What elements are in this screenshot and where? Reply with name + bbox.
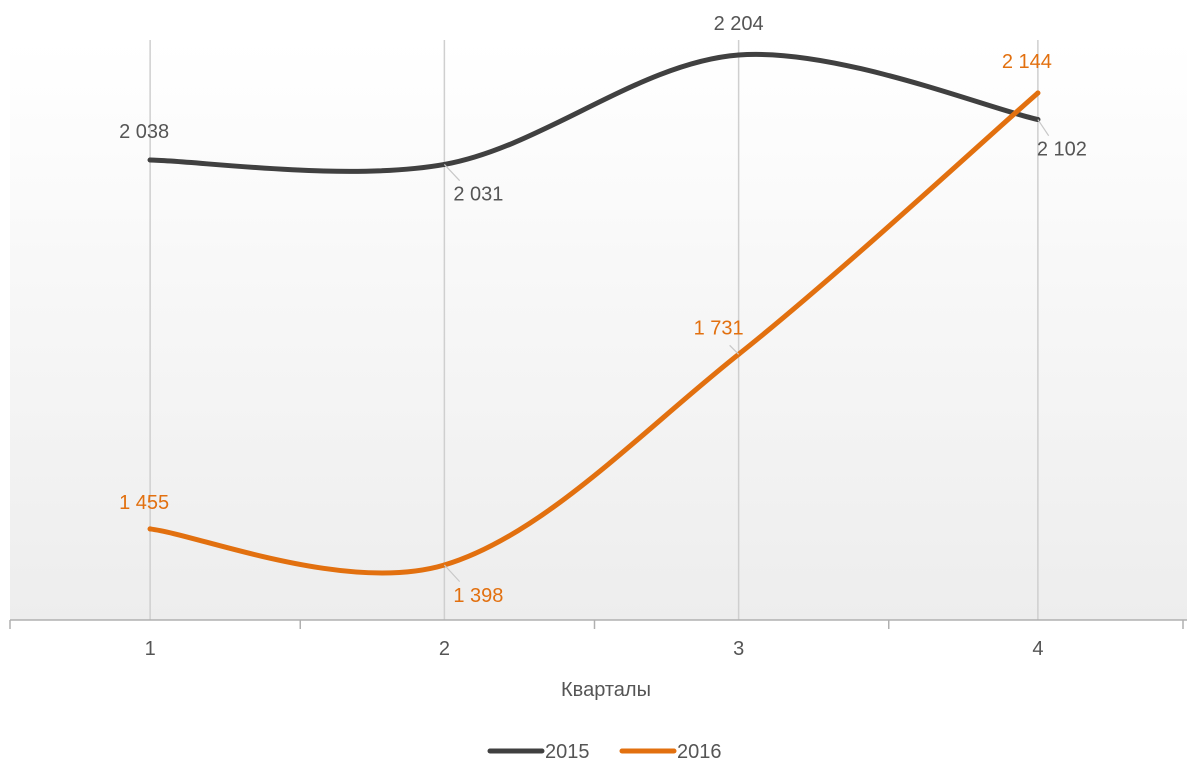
data-labels: 2 038 2 031 2 204 2 102 1 455 1 398 1 731 2 144 xyxy=(119,13,1087,607)
legend: 2015 2016 xyxy=(487,741,722,763)
x-tick-label: 1 xyxy=(145,638,156,660)
series-line-2015 xyxy=(147,51,1041,174)
series-line-2016 xyxy=(147,90,1041,576)
data-point-2015-1 xyxy=(147,157,153,163)
x-tick-label: 4 xyxy=(1032,638,1043,660)
series-lines xyxy=(147,51,1041,576)
x-axis-title: Кварталы xyxy=(561,679,651,701)
data-point-2015-3 xyxy=(736,52,742,58)
data-label-2016-2: 1 398 xyxy=(453,585,503,607)
data-label-leader xyxy=(729,344,740,355)
data-label-2016-1: 1 455 xyxy=(119,492,169,514)
data-label-2015-3: 2 204 xyxy=(714,13,764,35)
plot-area xyxy=(10,40,1187,620)
gridlines xyxy=(149,40,1039,620)
x-tick-label: 2 xyxy=(439,638,450,660)
data-label-leader xyxy=(1037,119,1050,137)
data-label-2015-4: 2 102 xyxy=(1037,139,1087,161)
data-point-2016-1 xyxy=(147,526,153,532)
data-label-2016-3: 1 731 xyxy=(694,317,744,339)
data-label-2016-4: 2 144 xyxy=(1002,51,1052,73)
legend-label-2016: 2016 xyxy=(677,741,722,763)
data-label-leader xyxy=(443,164,461,182)
data-label-2015-2: 2 031 xyxy=(453,183,503,205)
x-axis: 1 2 3 4 xyxy=(9,619,1187,660)
data-label-leader xyxy=(443,564,461,583)
data-point-2016-4 xyxy=(1035,90,1041,96)
legend-label-2015: 2015 xyxy=(545,741,590,763)
data-label-2015-1: 2 038 xyxy=(119,121,169,143)
x-tick-label: 3 xyxy=(733,638,744,660)
